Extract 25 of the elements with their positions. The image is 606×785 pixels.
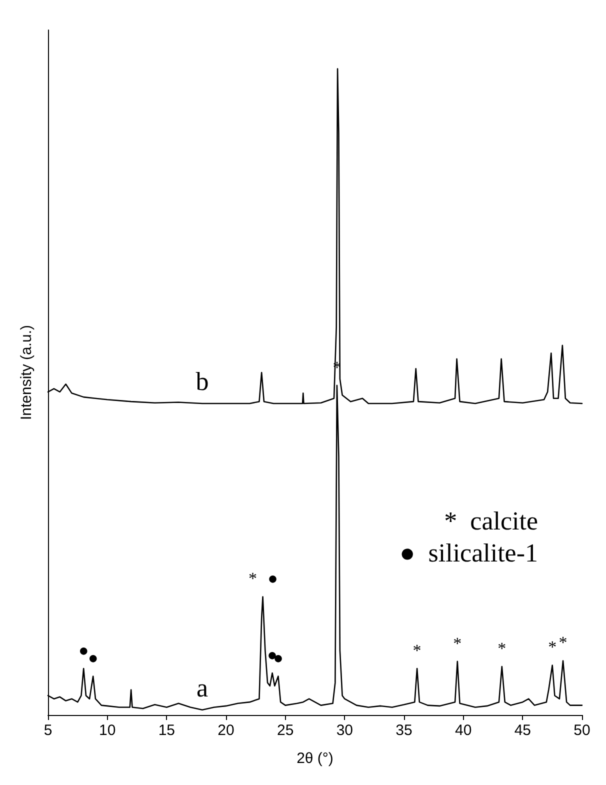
annotation: * <box>498 639 506 658</box>
annotation: * <box>453 634 462 653</box>
x-tick-label: 25 <box>276 722 294 739</box>
x-tick-label: 10 <box>98 722 116 739</box>
y-axis-title: Intensity (a.u.) <box>18 324 35 420</box>
x-tick-label: 35 <box>396 722 412 739</box>
x-tick-label: 40 <box>454 722 472 739</box>
annotation: * calcite <box>444 506 538 536</box>
annotation: * <box>548 638 557 657</box>
series-label: b <box>196 367 209 396</box>
annotation: * <box>558 633 568 652</box>
x-tick-label: 20 <box>218 722 234 739</box>
x-tick-label: 45 <box>514 722 532 739</box>
annotation: ● <box>88 648 98 668</box>
annotation: ● <box>268 569 278 588</box>
x-tick-label: 15 <box>158 722 176 739</box>
annotation: ● <box>78 640 89 660</box>
annotation: * <box>248 569 258 588</box>
x-tick-label: 30 <box>336 722 354 739</box>
series-label: a <box>196 673 208 702</box>
annotation: ● silicalite-1 <box>400 538 538 568</box>
annotation: * <box>412 640 422 660</box>
x-tick-label: 50 <box>574 722 590 739</box>
x-tick-label: 5 <box>44 722 52 739</box>
x-axis-title: 2θ (°) <box>296 750 334 767</box>
